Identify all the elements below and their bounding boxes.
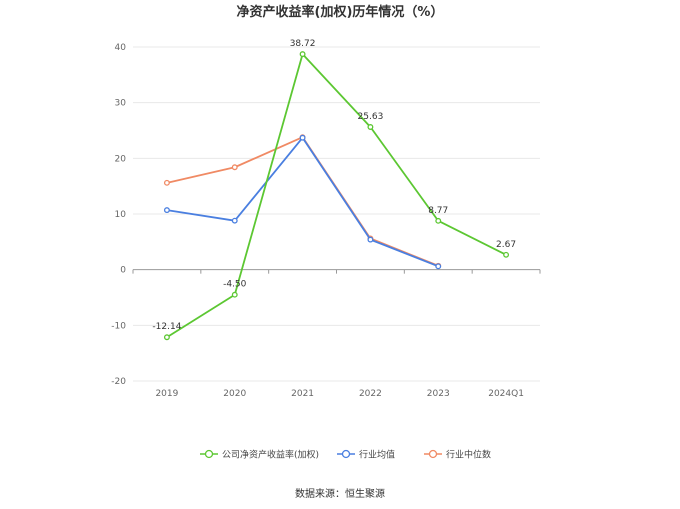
data-label: 25.63: [358, 112, 384, 122]
series-line-0: [166, 53, 507, 339]
data-point: [163, 179, 170, 186]
legend-label: 行业中位数: [446, 449, 491, 461]
data-label: -12.14: [152, 322, 181, 332]
data-label: 8.77: [428, 206, 448, 216]
x-axis: 2019 2020 2021 2022 2023 2024Q1: [132, 269, 541, 399]
y-tick-label: 10: [115, 210, 127, 220]
y-tick-label: 40: [115, 43, 127, 53]
data-point: [435, 217, 442, 224]
data-point: [231, 217, 238, 224]
x-tick-label: 2024Q1: [488, 389, 524, 399]
x-tick-label: 2020: [223, 389, 246, 399]
legend-item-2[interactable]: 行业中位数: [424, 449, 491, 461]
data-point: [367, 124, 374, 130]
legend-item-0[interactable]: 公司净资产收益率(加权): [200, 449, 319, 461]
legend-label: 公司净资产收益率(加权): [222, 449, 319, 461]
y-tick-label: 30: [115, 99, 127, 109]
chart-title: 净资产收益率(加权)历年情况（%）: [237, 4, 444, 20]
data-source: 数据来源：恒生聚源: [295, 487, 385, 500]
x-tick-label: 2023: [427, 389, 450, 399]
data-point: [163, 334, 170, 341]
legend-label: 行业均值: [359, 449, 395, 461]
grid: [133, 46, 540, 382]
y-axis: -20 -10 0 10 20 30 40: [111, 43, 126, 387]
x-tick-label: 2021: [291, 389, 314, 399]
y-tick-label: -10: [111, 321, 126, 331]
x-tick-label: 2022: [359, 389, 382, 399]
legend-marker: [341, 449, 351, 459]
data-point: [367, 236, 374, 243]
legend-marker: [204, 449, 214, 459]
data-point: [503, 251, 510, 258]
data-point: [299, 134, 306, 141]
data-point: [299, 51, 306, 58]
data-point: [435, 263, 442, 270]
x-tick-label: 2019: [155, 389, 178, 399]
data-point: [231, 291, 238, 298]
y-tick-label: 0: [120, 266, 126, 276]
legend[interactable]: 公司净资产收益率(加权) 行业均值 行业中位数: [200, 449, 491, 461]
series-line-1: [166, 136, 439, 268]
data-point: [231, 164, 238, 171]
series-layer: -12.14 -4.50 38.72 25.63 8.77 2.67: [152, 39, 516, 341]
legend-item-1[interactable]: 行业均值: [337, 449, 395, 461]
data-label: 38.72: [290, 39, 316, 49]
data-label: -4.50: [223, 280, 247, 290]
series-line-2: [166, 136, 439, 267]
y-tick-label: 20: [115, 154, 127, 164]
y-tick-label: -20: [111, 377, 126, 387]
data-point: [163, 207, 170, 214]
legend-marker: [428, 449, 438, 459]
data-label: 2.67: [496, 240, 516, 250]
